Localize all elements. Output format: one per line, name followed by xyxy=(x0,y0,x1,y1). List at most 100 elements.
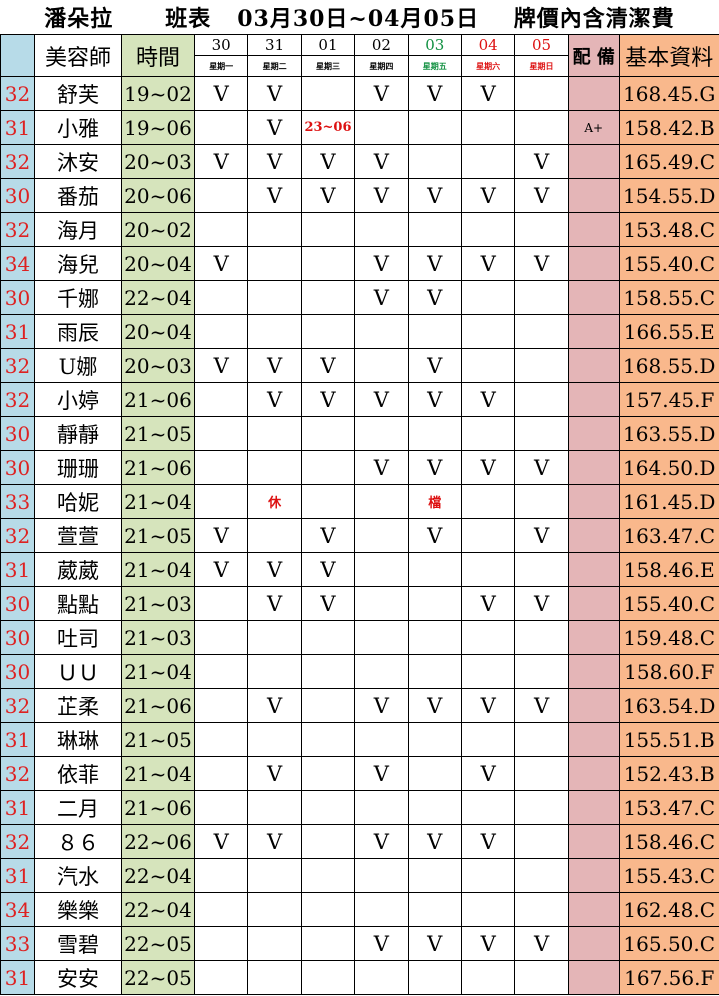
shift-cell xyxy=(460,212,516,247)
time-cell: 22~04 xyxy=(121,280,195,315)
info-cell: 158.60.F xyxy=(618,654,719,689)
shift-cell xyxy=(514,654,569,689)
age-cell: 32 xyxy=(0,688,35,723)
table-row: 30 ＵＵ 21~04 158.60.F xyxy=(0,654,719,689)
name-cell: 番茄 xyxy=(34,178,122,213)
shift-cell: V xyxy=(354,178,409,213)
page-title: 潘朵拉 班表 03月30日~04月05日 牌價內含清潔費 xyxy=(44,6,675,32)
info-cell: 152.43.B xyxy=(618,756,719,791)
shift-cell: V xyxy=(247,76,302,111)
shift-cell: V xyxy=(407,280,462,315)
peibei-cell xyxy=(567,824,620,859)
table-row: 32 依菲 21~04 V V V 152.43.B xyxy=(0,756,719,791)
header-weekday: 星期六 xyxy=(460,55,516,77)
peibei-cell xyxy=(567,450,620,485)
table-row: 30 靜靜 21~05 163.55.D xyxy=(0,416,719,451)
peibei-cell xyxy=(567,416,620,451)
shift-cell xyxy=(193,620,249,655)
name-cell: 小婷 xyxy=(34,382,122,417)
shift-cell xyxy=(460,960,516,995)
shift-cell xyxy=(514,790,569,825)
peibei-cell xyxy=(567,688,620,723)
age-cell: 32 xyxy=(0,382,35,417)
shift-cell xyxy=(514,722,569,757)
table-row: 32 U娜 20~03 V V V V 168.55.D xyxy=(0,348,719,383)
shift-cell xyxy=(300,280,356,315)
name-cell: 靜靜 xyxy=(34,416,122,451)
shift-cell: V xyxy=(460,926,516,961)
shift-cell xyxy=(514,552,569,587)
shift-cell: V xyxy=(247,348,302,383)
time-cell: 20~04 xyxy=(121,246,195,281)
shift-cell xyxy=(514,280,569,315)
shift-cell: V xyxy=(514,144,569,179)
header-info: 基本資料 xyxy=(618,34,719,77)
table-row: 31 安安 22~05 167.56.F xyxy=(0,960,719,995)
age-cell: 34 xyxy=(0,892,35,927)
shift-cell xyxy=(354,110,409,145)
name-cell: 雨辰 xyxy=(34,314,122,349)
shift-cell: V xyxy=(514,246,569,281)
time-cell: 20~03 xyxy=(121,348,195,383)
shift-cell xyxy=(193,756,249,791)
shift-cell: 23~06 xyxy=(300,110,356,145)
header-weekday: 星期日 xyxy=(514,55,569,77)
info-cell: 155.40.C xyxy=(618,586,719,621)
shift-cell: V xyxy=(247,824,302,859)
table-row: 30 番茄 20~06 V V V V V V 154.55.D xyxy=(0,178,719,213)
shift-cell: V xyxy=(193,246,249,281)
info-cell: 163.54.D xyxy=(618,688,719,723)
name-cell: 汽水 xyxy=(34,858,122,893)
shift-cell xyxy=(300,960,356,995)
shift-cell xyxy=(407,212,462,247)
name-cell: 舒芙 xyxy=(34,76,122,111)
shift-cell: V xyxy=(407,518,462,553)
shift-cell xyxy=(247,450,302,485)
info-cell: 155.51.B xyxy=(618,722,719,757)
shift-cell xyxy=(514,960,569,995)
header-day: 31 xyxy=(247,34,302,56)
shift-cell xyxy=(354,722,409,757)
shift-cell xyxy=(300,76,356,111)
age-cell: 30 xyxy=(0,280,35,315)
shift-cell: V xyxy=(354,688,409,723)
shift-cell xyxy=(460,518,516,553)
shift-cell xyxy=(247,722,302,757)
name-cell: 芷柔 xyxy=(34,688,122,723)
shift-cell xyxy=(300,722,356,757)
name-cell: 萱萱 xyxy=(34,518,122,553)
shift-cell xyxy=(193,654,249,689)
corner-cell xyxy=(0,34,35,77)
shift-cell xyxy=(407,722,462,757)
age-cell: 30 xyxy=(0,620,35,655)
time-cell: 21~06 xyxy=(121,688,195,723)
shift-cell xyxy=(514,416,569,451)
shift-cell xyxy=(460,722,516,757)
shift-cell: V xyxy=(247,552,302,587)
shift-cell xyxy=(460,484,516,519)
shift-cell xyxy=(407,416,462,451)
shift-cell xyxy=(407,144,462,179)
shift-cell xyxy=(460,416,516,451)
shift-cell xyxy=(300,212,356,247)
age-cell: 31 xyxy=(0,722,35,757)
shift-cell: V xyxy=(354,246,409,281)
shift-cell: V xyxy=(460,178,516,213)
shift-cell: V xyxy=(407,246,462,281)
shift-cell xyxy=(247,280,302,315)
time-cell: 22~05 xyxy=(121,960,195,995)
info-cell: 162.48.C xyxy=(618,892,719,927)
shift-cell: V xyxy=(193,824,249,859)
table-row: 33 哈妮 21~04 休 檔 161.45.D xyxy=(0,484,719,519)
shift-cell xyxy=(247,926,302,961)
age-cell: 32 xyxy=(0,144,35,179)
shift-cell xyxy=(300,892,356,927)
shift-cell: V xyxy=(300,382,356,417)
table-row: 34 樂樂 22~04 162.48.C xyxy=(0,892,719,927)
shift-cell: V xyxy=(193,518,249,553)
shift-cell xyxy=(407,110,462,145)
shift-cell xyxy=(514,76,569,111)
name-cell: 安安 xyxy=(34,960,122,995)
header-day: 03 xyxy=(407,34,462,56)
